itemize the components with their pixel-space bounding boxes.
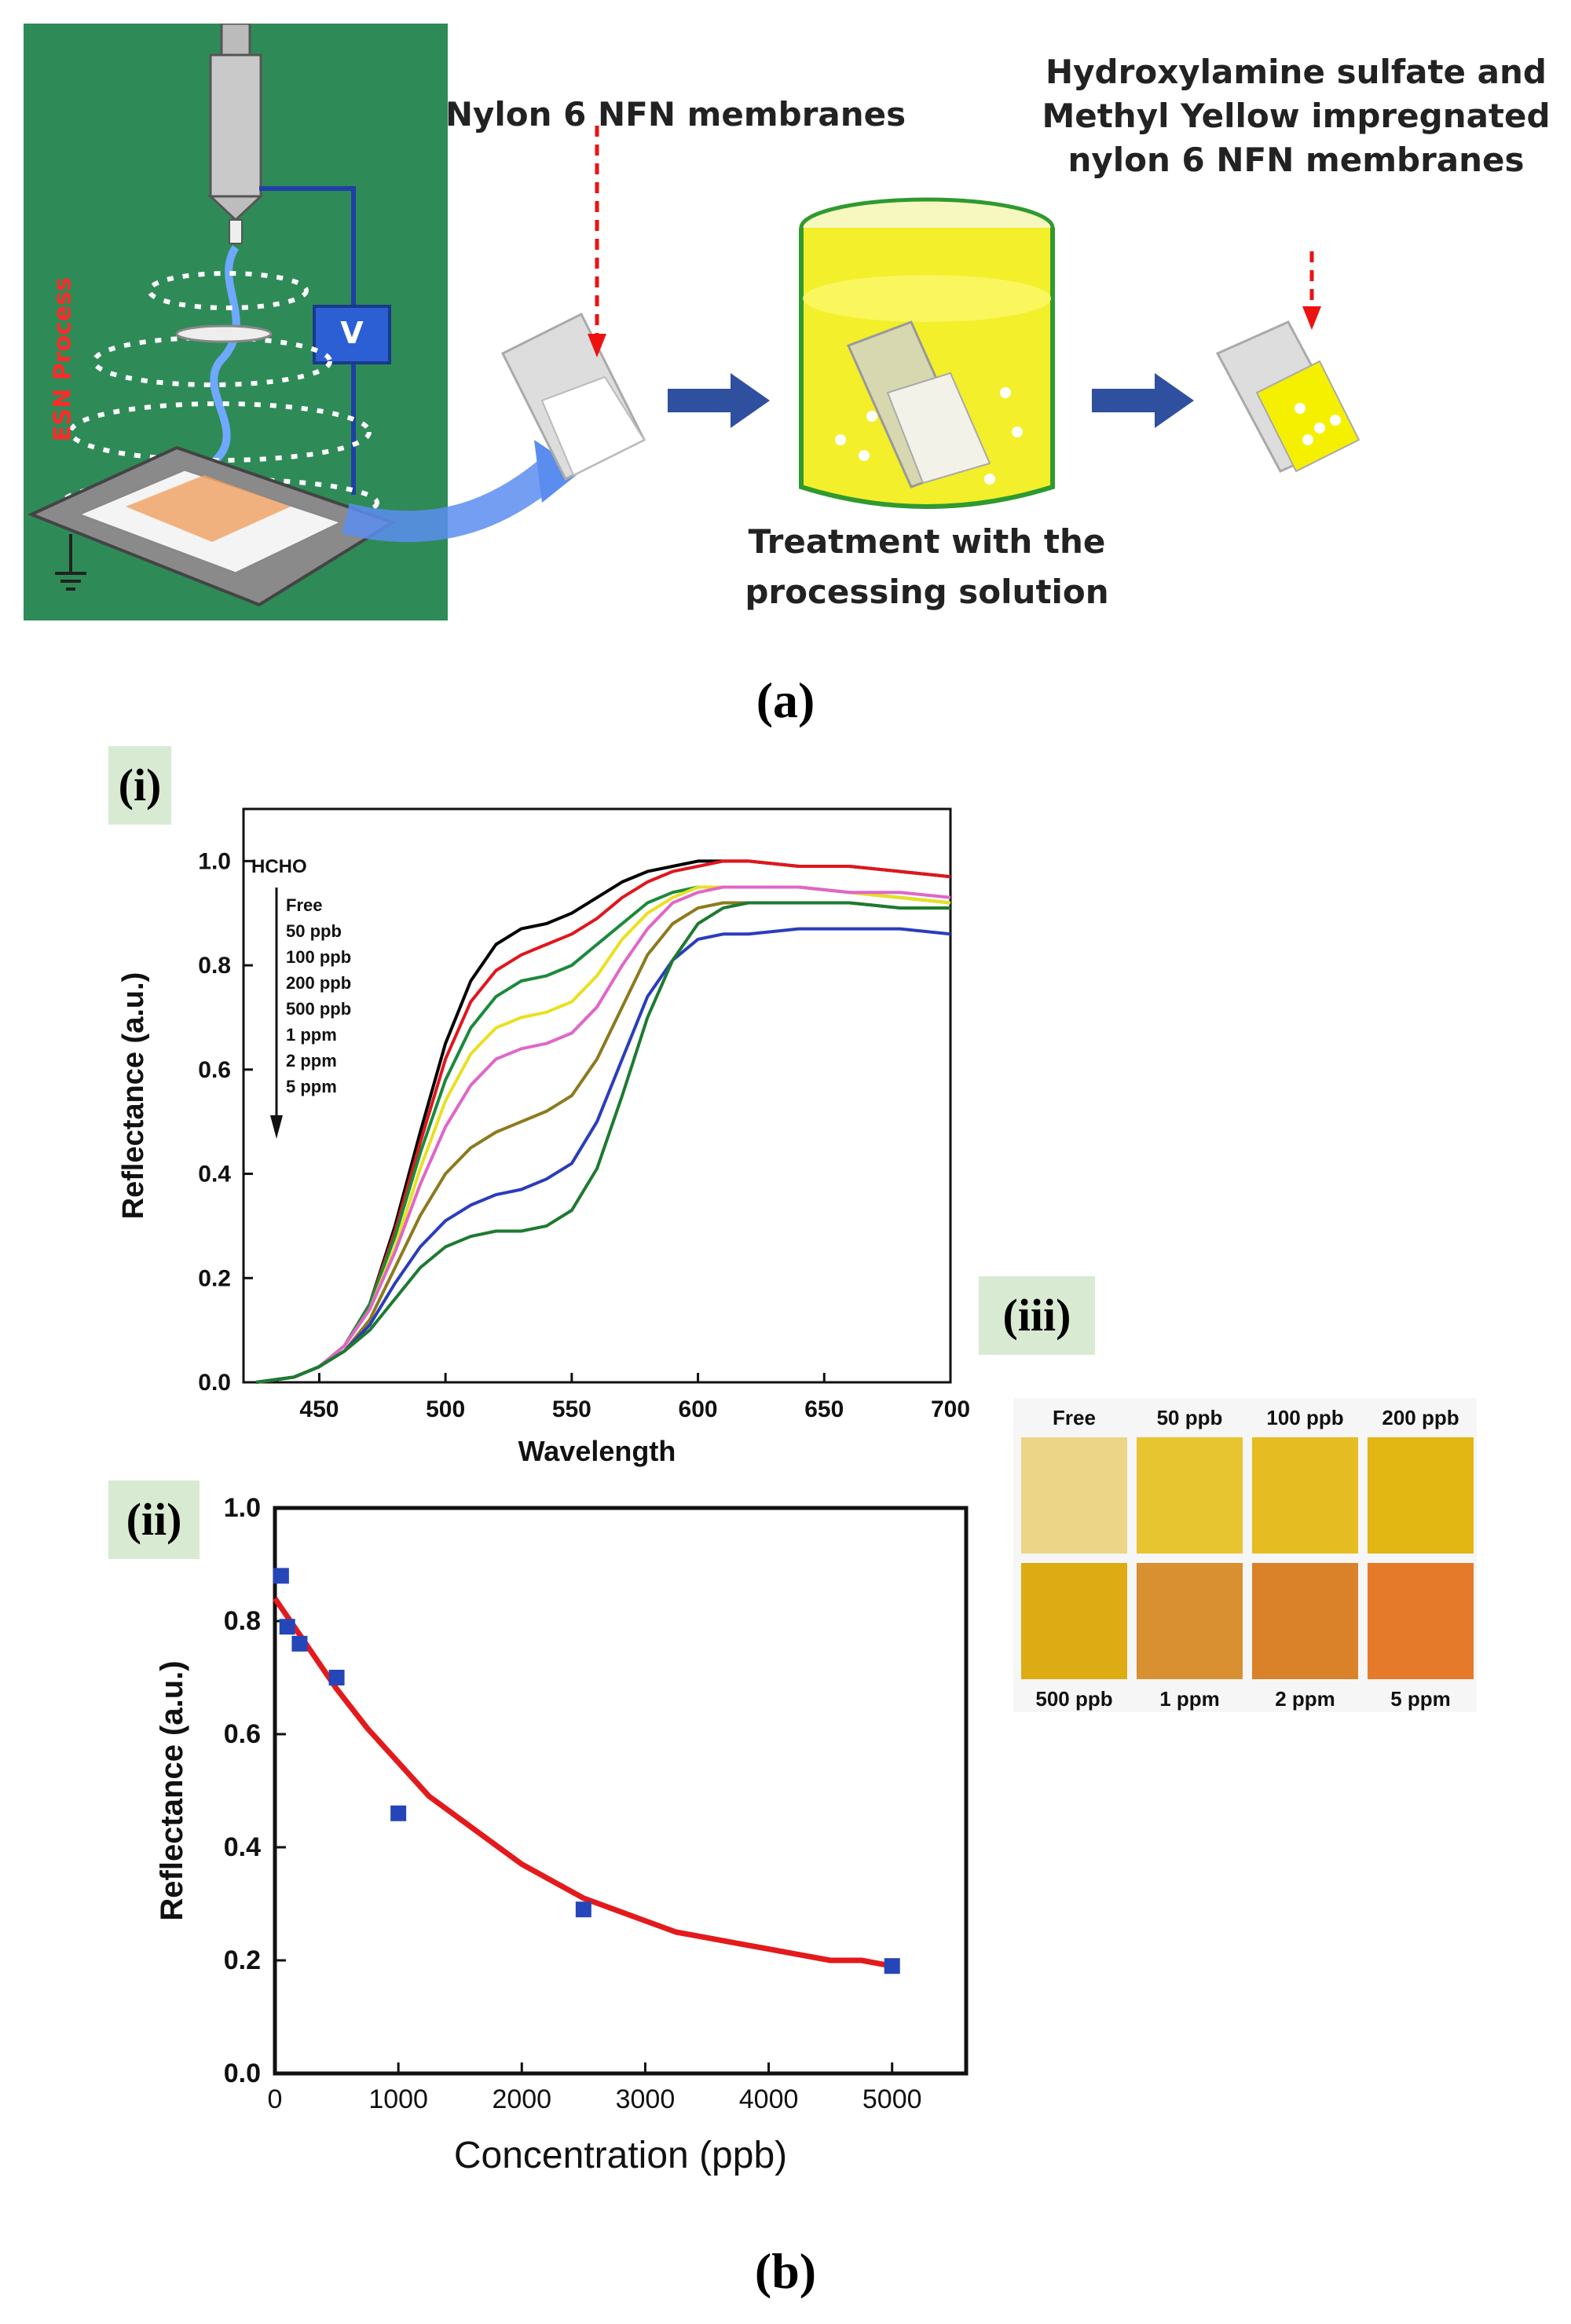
color-swatch <box>1252 1563 1358 1679</box>
swatch-label: Free <box>1053 1406 1096 1429</box>
series-line-500-ppb <box>255 885 951 1384</box>
reflectance-spectra-chart: 450 500 550 600 650 700 0.0 0.2 0.4 0.6 0.8 1.0 Wave… <box>117 807 970 1467</box>
x-tick-label: 5000 <box>862 2084 922 2114</box>
x-tick-label: 550 <box>552 1396 591 1422</box>
x-axis-label: Concentration (ppb) <box>454 2135 787 2176</box>
y-tick-label: 0.0 <box>224 2059 261 2088</box>
legend-title: HCHO <box>251 856 307 877</box>
x-tick-label: 700 <box>931 1396 970 1422</box>
plot-frame <box>242 807 952 1384</box>
swatch-label: 1 ppm <box>1159 1687 1220 1711</box>
y-tick-label: 1.0 <box>224 1493 261 1523</box>
swatch-label: 500 ppb <box>1035 1687 1113 1711</box>
impregnated-label-line1: Hydroxylamine sulfate and <box>1046 53 1547 91</box>
tag-i: (i) <box>108 746 171 825</box>
legend-entry: 500 ppb <box>286 999 352 1019</box>
tag-ii: (ii) <box>108 1480 200 1559</box>
esn-schematic: ESN Process V <box>24 22 448 620</box>
swatch-label: 5 ppm <box>1390 1687 1451 1711</box>
data-point <box>575 1901 591 1918</box>
x-tick-label: 0 <box>268 2084 283 2114</box>
hcho-legend: HCHO Free 50 ppb 100 ppb 200 ppb 500 ppb 1 pp… <box>251 856 408 1100</box>
x-tick-label: 600 <box>679 1396 718 1422</box>
legend-entry: Free <box>286 895 323 915</box>
impregnated-label-line2: Methyl Yellow impregnated <box>1042 97 1551 135</box>
x-tick-label: 450 <box>299 1396 339 1422</box>
x-tick-label: 4000 <box>739 2084 799 2114</box>
data-point <box>279 1619 295 1635</box>
color-swatch-grid: Free 500 ppb 50 ppb 1 ppm 100 ppb 2 ppm 200 pp… <box>1013 1398 1477 1712</box>
y-tick-label: 0.6 <box>198 1057 231 1083</box>
impregnated-label-line3: nylon 6 NFN membranes <box>1067 141 1525 179</box>
swatch-label: 100 ppb <box>1266 1406 1344 1429</box>
x-tick-label: 650 <box>804 1396 844 1422</box>
legend-entry: 50 ppb <box>286 921 342 941</box>
fit-curve <box>273 1597 893 1969</box>
legend-arrow-head <box>270 1115 283 1139</box>
data-point <box>273 1568 289 1584</box>
color-swatch <box>1368 1437 1474 1554</box>
voltage-label: V <box>340 316 364 350</box>
legend-entry: 1 ppm <box>286 1025 337 1045</box>
x-tick-label: 2000 <box>492 2084 551 2114</box>
y-tick-label: 0.8 <box>224 1606 261 1636</box>
y-axis-label: Reflectance (a.u.) <box>117 972 150 1220</box>
process-arrows <box>342 126 1360 543</box>
legend-entry: 5 ppm <box>286 1077 337 1096</box>
color-swatch <box>1021 1437 1127 1554</box>
legend-entry: 2 ppm <box>286 1051 337 1071</box>
panel-b-label: (b) <box>754 2243 817 2299</box>
y-tick-label: 0.2 <box>198 1265 231 1291</box>
tag-iii: (iii) <box>979 1276 1095 1355</box>
y-tick-label: 0.2 <box>224 1945 261 1975</box>
color-swatch <box>1252 1437 1358 1554</box>
y-tick-label: 1.0 <box>198 848 231 874</box>
legend-entry: 100 ppb <box>286 947 352 967</box>
y-tick-label: 0.0 <box>198 1370 231 1396</box>
treatment-label-line2: processing solution <box>745 573 1109 611</box>
data-point <box>291 1635 308 1652</box>
y-tick-label: 0.4 <box>224 1832 261 1862</box>
panel-a-label: (a) <box>756 672 815 728</box>
series-line-5-ppm <box>255 901 950 1384</box>
y-axis-label: Reflectance (a.u.) <box>155 1660 189 1920</box>
x-axis-label: Wavelength <box>518 1435 676 1467</box>
color-swatch <box>1368 1563 1474 1679</box>
color-swatch <box>1137 1437 1243 1554</box>
concentration-calibration-chart: 0 1000 2000 3000 4000 5000 0.0 0.2 0.4 0.6 0.8 1.0 C… <box>155 1493 969 2176</box>
legend-entry: 200 ppb <box>286 973 352 993</box>
y-tick-label: 0.8 <box>198 953 231 979</box>
color-swatch <box>1021 1563 1127 1679</box>
color-swatch <box>1137 1563 1243 1679</box>
x-tick-label: 500 <box>426 1396 465 1422</box>
data-point <box>328 1670 345 1685</box>
x-tick-label: 1000 <box>368 2084 428 2114</box>
plot-frame <box>273 1506 969 2076</box>
y-tick-label: 0.4 <box>198 1162 231 1188</box>
x-tick-label: 3000 <box>616 2084 676 2114</box>
treatment-label-line1: Treatment with the <box>748 522 1106 561</box>
series-line-2-ppm <box>255 927 951 1384</box>
data-point <box>390 1805 407 1821</box>
swatch-label: 2 ppm <box>1275 1687 1335 1711</box>
swatch-label: 50 ppb <box>1156 1406 1223 1429</box>
swatch-label: 200 ppb <box>1382 1406 1459 1429</box>
y-tick-label: 0.6 <box>224 1719 261 1749</box>
nylon-membrane-label: Nylon 6 NFN membranes <box>445 95 906 134</box>
data-point <box>884 1958 900 1974</box>
